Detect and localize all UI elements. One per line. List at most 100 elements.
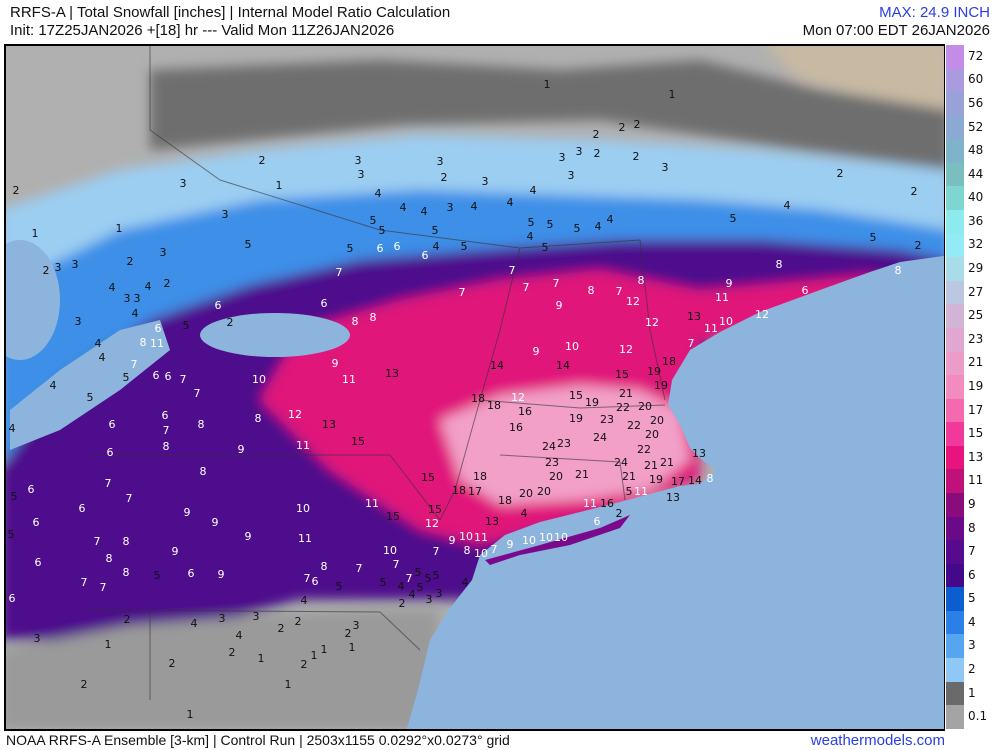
snow-1in [150, 60, 945, 170]
snowfall-value-label: 2 [441, 171, 448, 184]
colorbar-label: 1 [968, 685, 976, 700]
snowfall-value-label: 10 [252, 373, 266, 386]
snowfall-value-label: 6 [33, 516, 40, 529]
snowfall-value-label: 6 [215, 299, 222, 312]
snowfall-value-label: 22 [627, 419, 641, 432]
snowfall-value-label: 7 [126, 492, 133, 505]
snowfall-value-label: 8 [255, 412, 262, 425]
colorbar-label: 25 [968, 308, 984, 323]
colorbar-swatch [946, 45, 964, 69]
snowfall-value-label: 15 [386, 510, 400, 523]
colorbar-swatch [946, 610, 964, 635]
snowfall-value-label: 5 [547, 218, 554, 231]
snowfall-value-label: 6 [594, 515, 601, 528]
snowfall-value-label: 3 [134, 292, 141, 305]
snowfall-value-label: 11 [474, 531, 488, 544]
snowfall-value-label: 21 [660, 456, 674, 469]
brand-link[interactable]: weathermodels.com [810, 732, 945, 749]
snowfall-value-label: 23 [600, 413, 614, 426]
valid-local-time: Mon 07:00 EDT 26JAN2026 [802, 22, 990, 39]
colorbar-label: 36 [968, 213, 984, 228]
snowfall-value-label: 4 [433, 240, 440, 253]
snowfall-value-label: 18 [662, 355, 676, 368]
colorbar-label: 32 [968, 237, 984, 252]
colorbar-label: 44 [968, 166, 984, 181]
snowfall-value-label: 4 [95, 337, 102, 350]
snowfall-value-label: 8 [638, 274, 645, 287]
snowfall-value-label: 23 [557, 437, 571, 450]
snowfall-value-label: 3 [180, 177, 187, 190]
snowfall-value-label: 7 [459, 286, 466, 299]
lake-erie [10, 320, 170, 450]
snowfall-value-label: 4 [236, 629, 243, 642]
snowfall-value-label: 9 [556, 299, 563, 312]
colorbar-swatch [946, 540, 964, 564]
colorbar-swatch [946, 375, 964, 399]
snowfall-value-label: 18 [471, 392, 485, 405]
snowfall-value-label: 2 [259, 154, 266, 167]
snowfall-value-label: 6 [79, 502, 86, 515]
snowfall-value-label: 12 [288, 408, 302, 421]
snowfall-value-label: 15 [421, 471, 435, 484]
snowfall-value-label: 12 [619, 343, 633, 356]
snowfall-value-label: 2 [633, 150, 640, 163]
snowfall-value-label: 23 [545, 456, 559, 469]
snowfall-value-label: 4 [191, 617, 198, 630]
snowfall-value-label: 7 [356, 562, 363, 575]
snowfall-value-label: 3 [568, 169, 575, 182]
snowfall-value-label: 6 [188, 567, 195, 580]
snowfall-value-label: 5 [461, 240, 468, 253]
colorbar-labels: 72 60 56 52 48 44 40 36 32 29 27 25 23 21 19 17 15 13 11 9 8… [968, 45, 1000, 729]
snowfall-value-label: 4 [132, 307, 139, 320]
snowfall-value-label: 2 [81, 678, 88, 691]
snowfall-value-label: 3 [447, 201, 454, 214]
snowfall-value-label: 1 [285, 678, 292, 691]
snowfall-value-label: 1 [32, 227, 39, 240]
snowfall-value-label: 4 [507, 196, 514, 209]
snowfall-value-label: 13 [687, 310, 701, 323]
colorbar-label: 17 [968, 402, 984, 417]
snowfall-value-label: 8 [106, 552, 113, 565]
snowfall-value-label: 5 [380, 576, 387, 589]
snowfall-value-label: 7 [616, 285, 623, 298]
colorbar-label: 21 [968, 355, 984, 370]
snowfall-value-label: 4 [521, 507, 528, 520]
snowfall-value-label: 21 [619, 387, 633, 400]
colorbar-label: 40 [968, 190, 984, 205]
snowfall-value-label: 6 [9, 592, 16, 605]
snowfall-value-label: 7 [94, 535, 101, 548]
snowfall-value-label: 12 [645, 316, 659, 329]
snowfall-value-label: 2 [593, 128, 600, 141]
snowfall-value-label: 5 [433, 569, 440, 582]
snowfall-value-label: 20 [519, 487, 533, 500]
snowfall-value-label: 2 [345, 627, 352, 640]
snowfall-value-label: 5 [336, 580, 343, 593]
snowfall-value-label: 21 [622, 470, 636, 483]
snowfall-value-label: 13 [385, 367, 399, 380]
colorbar-swatch [946, 516, 964, 541]
snowfall-value-label: 1 [258, 652, 265, 665]
snowfall-value-label: 8 [198, 418, 205, 431]
snowfall-value-label: 7 [180, 373, 187, 386]
colorbar-swatch [946, 681, 964, 706]
snowfall-value-label: 3 [124, 292, 131, 305]
snowfall-value-label: 15 [428, 503, 442, 516]
snowfall-value-label: 9 [507, 538, 514, 551]
snowfall-value-label: 4 [421, 205, 428, 218]
snowfall-value-label: 13 [692, 447, 706, 460]
snowfall-value-label: 3 [662, 161, 669, 174]
snowfall-value-label: 4 [409, 588, 416, 601]
snowfall-value-label: 2 [164, 277, 171, 290]
map-title: RRFS-A | Total Snowfall [inches] | Inter… [10, 4, 451, 21]
snowfall-value-label: 14 [688, 474, 702, 487]
snowfall-value-label: 8 [776, 258, 783, 271]
snowfall-value-label: 10 [554, 531, 568, 544]
snowfall-value-label: 7 [433, 545, 440, 558]
snowfall-value-label: 9 [212, 516, 219, 529]
snowfall-value-label: 9 [533, 345, 540, 358]
snowfall-value-label: 13 [322, 418, 336, 431]
snowfall-value-label: 12 [626, 295, 640, 308]
snowfall-value-label: 10 [296, 502, 310, 515]
colorbar-swatch [946, 445, 964, 470]
snowfall-value-label: 8 [707, 472, 714, 485]
